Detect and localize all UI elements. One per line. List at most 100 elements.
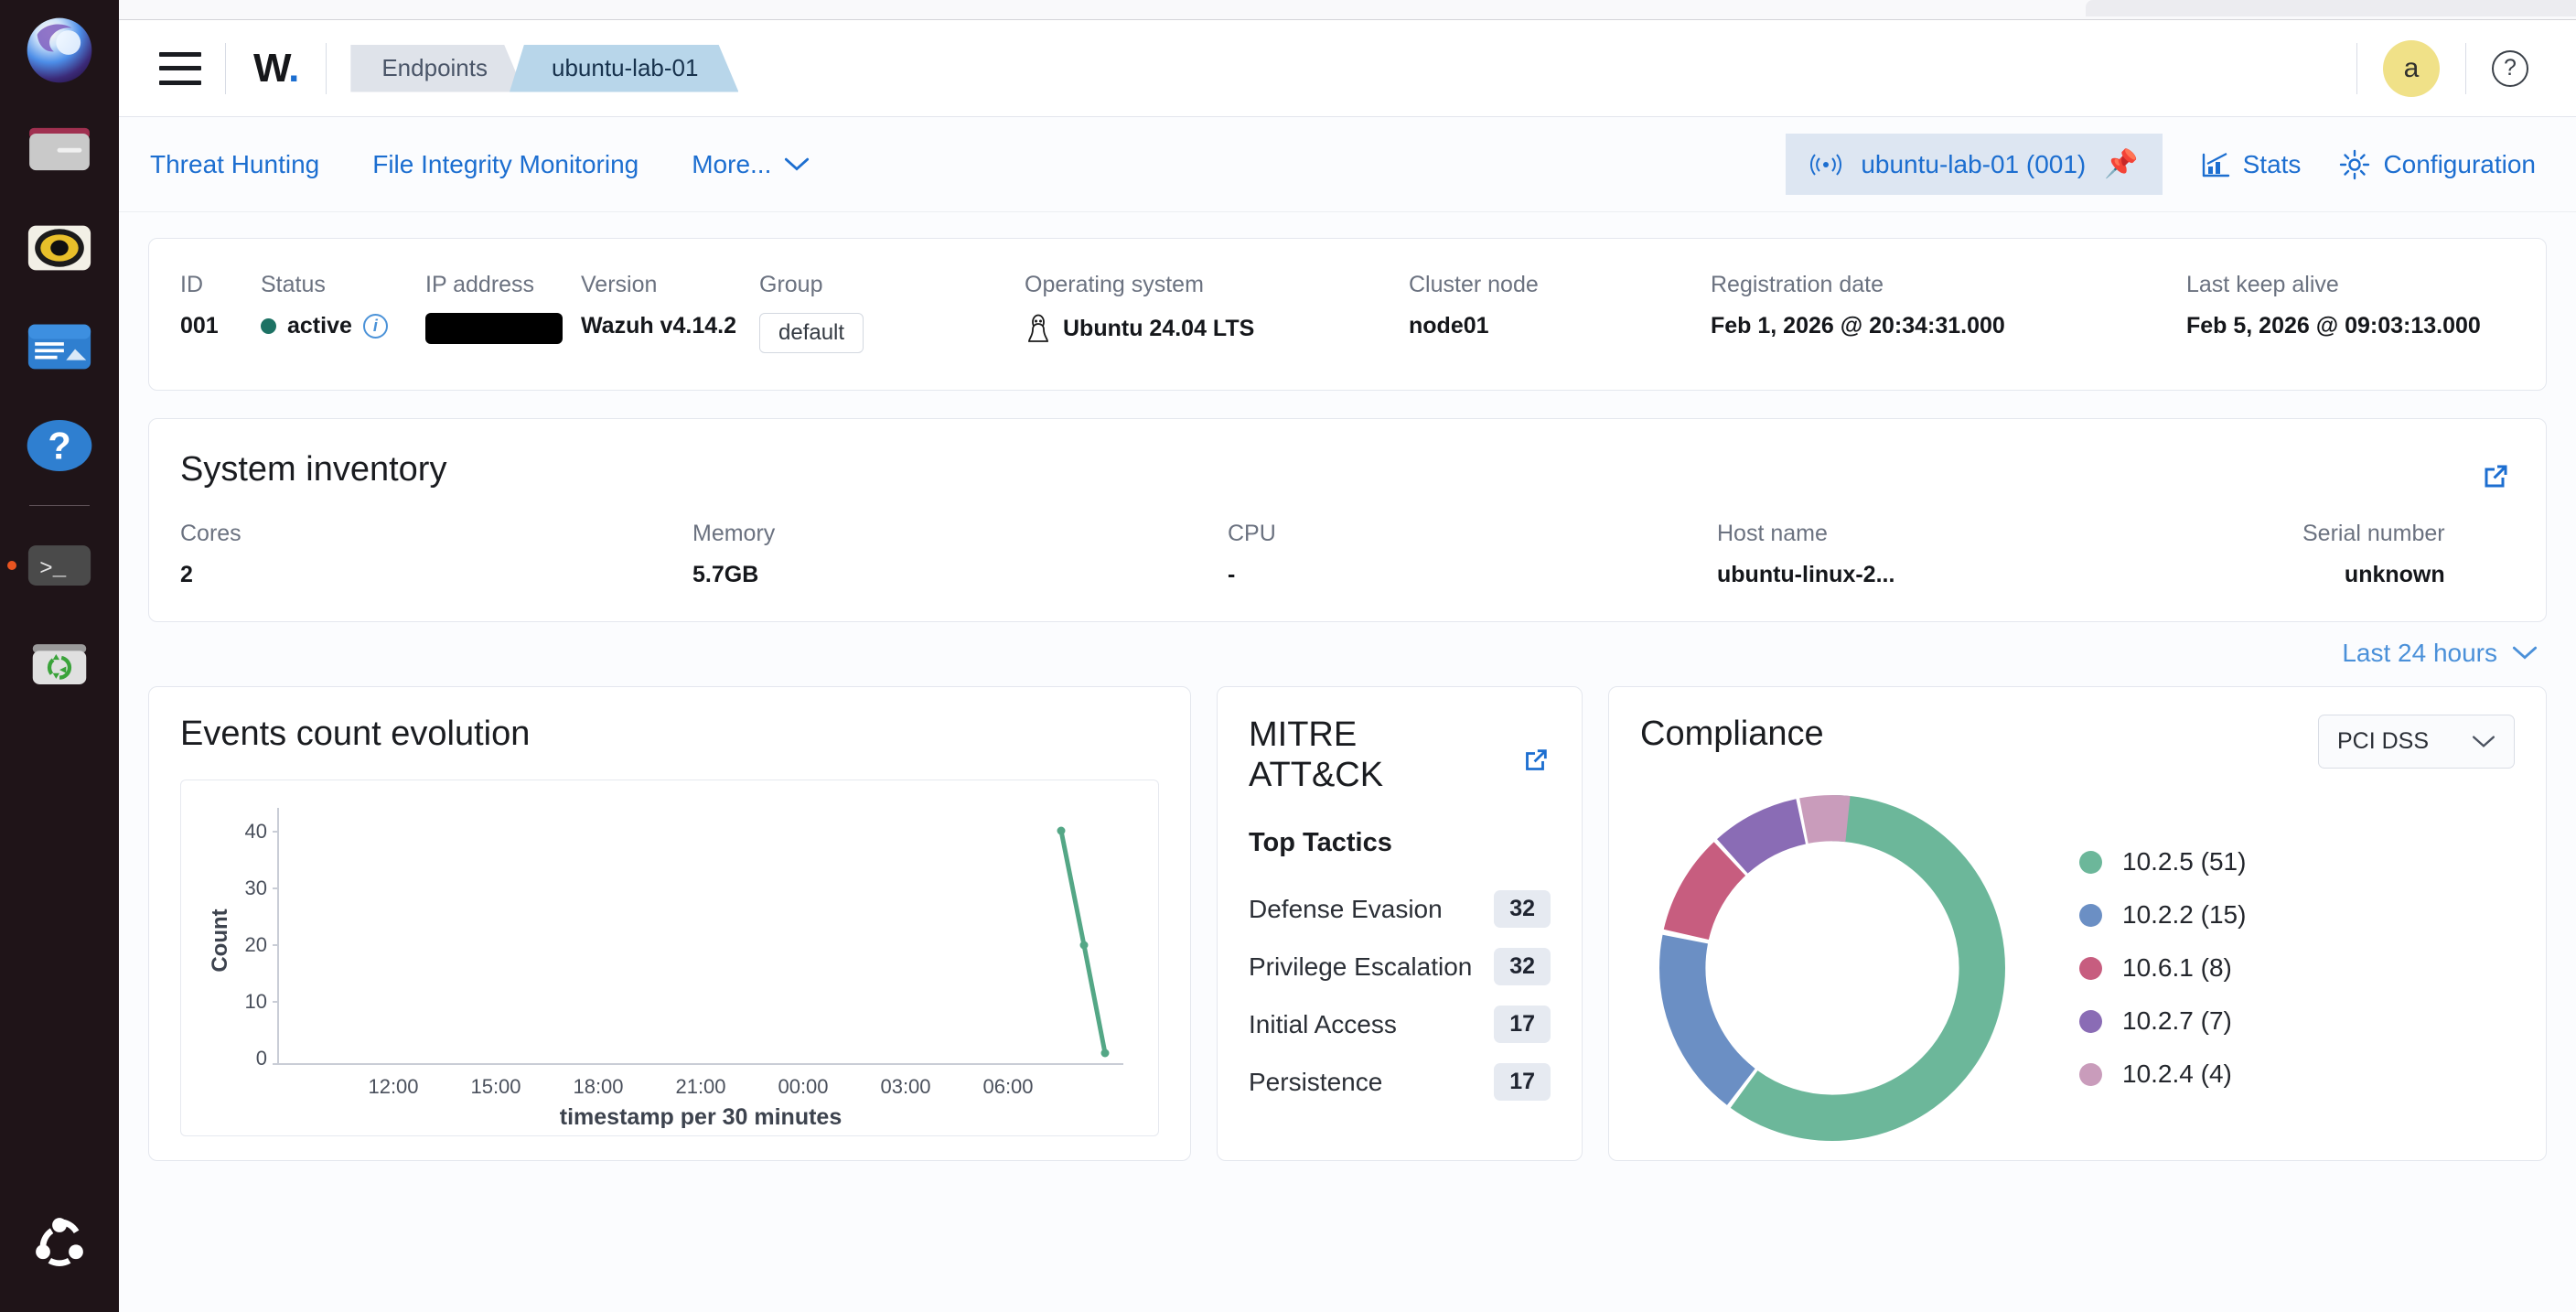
- compliance-standard-select[interactable]: PCI DSS: [2318, 715, 2515, 769]
- svg-text:18:00: 18:00: [573, 1075, 623, 1098]
- time-range-selector[interactable]: Last 24 hours: [2342, 639, 2538, 668]
- svg-text:00:00: 00:00: [778, 1075, 828, 1098]
- dock-item-terminal[interactable]: >_: [7, 526, 99, 605]
- system-inventory-card: System inventory Cores 2 Memory 5.7GB CP…: [148, 418, 2547, 622]
- compliance-legend: 10.2.5 (51) 10.2.2 (15) 10.6.1 (8): [2079, 847, 2246, 1089]
- app-header: W. Endpoints ubuntu-lab-01 a ?: [119, 20, 2576, 117]
- mitre-attack-card: MITRE ATT&CK Top Tactics Defense Evasion…: [1217, 686, 1583, 1161]
- avatar[interactable]: a: [2383, 39, 2440, 97]
- compliance-donut-chart[interactable]: [1640, 776, 2024, 1160]
- nav-stats[interactable]: Stats: [2201, 149, 2302, 179]
- help-icon[interactable]: ?: [2492, 49, 2528, 87]
- agent-selector-pill[interactable]: ubuntu-lab-01 (001) 📌: [1786, 134, 2163, 195]
- mitre-external-link-icon[interactable]: [1519, 746, 1551, 795]
- tactic-row-initial-access[interactable]: Initial Access 17: [1249, 995, 1551, 1053]
- svg-text:15:00: 15:00: [470, 1075, 521, 1098]
- legend-item-10-2-2[interactable]: 10.2.2 (15): [2079, 900, 2246, 930]
- svg-text:40: 40: [245, 820, 267, 843]
- field-operating-system: Operating system Ubuntu 24.04 LTS: [1025, 272, 1409, 353]
- browser-window: W. Endpoints ubuntu-lab-01 a ? Threat Hu…: [119, 0, 2576, 1312]
- field-version: Version Wazuh v4.14.2: [581, 272, 736, 339]
- stats-label: Stats: [2242, 149, 2302, 178]
- logo-letter: W: [253, 45, 289, 91]
- time-filter-row: Last 24 hours: [148, 622, 2547, 686]
- os-value: Ubuntu 24.04 LTS: [1063, 315, 1255, 341]
- events-card-title: Events count evolution: [180, 715, 531, 753]
- nav-configuration[interactable]: Configuration: [2339, 149, 2536, 180]
- breadcrumb: Endpoints ubuntu-lab-01: [350, 45, 724, 92]
- system-inventory-external-link-icon[interactable]: [2478, 461, 2511, 499]
- trash-icon: [32, 644, 87, 684]
- svg-text:10: 10: [245, 990, 267, 1013]
- nav-more[interactable]: More...: [692, 150, 810, 179]
- field-cpu: CPU -: [1228, 521, 1276, 587]
- dock-show-applications[interactable]: [20, 1202, 99, 1281]
- legend-label: 10.2.7 (7): [2122, 1006, 2232, 1035]
- dock-separator: [29, 505, 90, 506]
- configuration-label: Configuration: [2383, 149, 2536, 178]
- legend-item-10-6-1[interactable]: 10.6.1 (8): [2079, 953, 2246, 983]
- header-divider-4: [2465, 42, 2466, 94]
- dock-item-rhythmbox[interactable]: [20, 209, 99, 287]
- svg-text:>_: >_: [39, 557, 67, 582]
- svg-text:0: 0: [256, 1047, 267, 1070]
- dock-item-files[interactable]: [20, 110, 99, 188]
- legend-label: 10.2.5 (51): [2122, 847, 2247, 876]
- events-chart-container[interactable]: 0 10 20 30 40: [180, 780, 1159, 1136]
- dock-item-help[interactable]: ?: [20, 406, 99, 485]
- group-badge[interactable]: default: [759, 313, 864, 353]
- main-content: ID 001 Status active i IP address: [119, 212, 2576, 1312]
- compliance-header: Compliance PCI DSS: [1640, 715, 2515, 769]
- dock-item-libreoffice-writer[interactable]: [20, 307, 99, 386]
- rhythmbox-icon: [27, 225, 91, 271]
- dock-item-firefox[interactable]: [20, 11, 99, 90]
- hamburger-menu-icon[interactable]: [159, 51, 201, 85]
- svg-text:06:00: 06:00: [982, 1075, 1033, 1098]
- pin-icon[interactable]: 📌: [2104, 149, 2139, 179]
- header-divider-2: [326, 42, 327, 94]
- svg-text:21:00: 21:00: [675, 1075, 725, 1098]
- field-memory: Memory 5.7GB: [692, 521, 776, 587]
- redacted-bar: [425, 313, 563, 344]
- system-inventory-grid: Cores 2 Memory 5.7GB CPU - Host name ubu…: [180, 521, 2515, 588]
- breadcrumb-agent[interactable]: ubuntu-lab-01: [510, 45, 738, 92]
- libreoffice-writer-icon: [27, 324, 91, 370]
- tactic-row-defense-evasion[interactable]: Defense Evasion 32: [1249, 880, 1551, 938]
- agent-pill-label: ubuntu-lab-01 (001): [1861, 149, 2087, 178]
- legend-label: 10.2.2 (15): [2122, 900, 2247, 929]
- mitre-header: MITRE ATT&CK: [1249, 715, 1551, 795]
- field-cluster-node: Cluster node node01: [1409, 272, 1539, 339]
- mitre-title-line1: MITRE: [1249, 715, 1358, 754]
- events-count-evolution-card: Events count evolution 0 10 20 30: [148, 686, 1191, 1161]
- info-icon[interactable]: i: [362, 314, 388, 339]
- wazuh-logo[interactable]: W.: [226, 48, 326, 89]
- legend-swatch: [2079, 1062, 2102, 1086]
- breadcrumb-endpoints[interactable]: Endpoints: [350, 45, 524, 92]
- legend-label: 10.6.1 (8): [2122, 953, 2232, 982]
- module-nav: Threat Hunting File Integrity Monitoring…: [119, 117, 2576, 212]
- nav-right-group: ubuntu-lab-01 (001) 📌 Stats: [1786, 134, 2536, 195]
- chevron-down-icon: [785, 157, 810, 171]
- field-group: Group default: [759, 272, 1025, 353]
- tactic-row-persistence[interactable]: Persistence 17: [1249, 1053, 1551, 1111]
- nav-file-integrity-monitoring[interactable]: File Integrity Monitoring: [372, 149, 639, 178]
- legend-item-10-2-7[interactable]: 10.2.7 (7): [2079, 1006, 2246, 1036]
- chevron-down-icon: [2512, 646, 2538, 660]
- mitre-title-line2: ATT&CK: [1249, 756, 1384, 795]
- legend-item-10-2-4[interactable]: 10.2.4 (4): [2079, 1059, 2246, 1089]
- events-line-chart: 0 10 20 30 40: [208, 808, 1123, 1130]
- status-text: active: [287, 313, 352, 339]
- donut-slice-10-2-2: [1659, 795, 2005, 1141]
- status-dot: [261, 318, 276, 334]
- dashboard-panels: Events count evolution 0 10 20 30: [148, 686, 2547, 1161]
- legend-swatch: [2079, 903, 2102, 927]
- help-icon: ?: [27, 419, 92, 472]
- browser-tab[interactable]: [2086, 0, 2576, 16]
- dock-item-trash[interactable]: [20, 625, 99, 704]
- legend-swatch: [2079, 850, 2102, 874]
- running-indicator-dot: [7, 561, 16, 570]
- legend-item-10-2-5[interactable]: 10.2.5 (51): [2079, 847, 2246, 876]
- nav-threat-hunting[interactable]: Threat Hunting: [150, 149, 320, 178]
- os-dock: ? >_: [0, 0, 119, 1312]
- tactic-row-privilege-escalation[interactable]: Privilege Escalation 32: [1249, 938, 1551, 995]
